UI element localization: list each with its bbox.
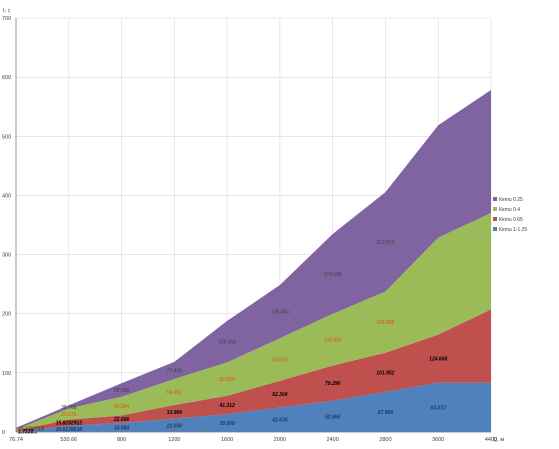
data-label: 164.868 <box>376 320 394 326</box>
data-label: 101.952 <box>376 370 394 376</box>
data-label: 41.312 <box>218 403 235 409</box>
data-label: 38.768 <box>61 405 77 411</box>
data-label: 59.952 <box>167 390 183 396</box>
y-tick-label: 300 <box>2 253 11 259</box>
y-tick-label: 600 <box>2 75 11 81</box>
y-tick-label: 0 <box>2 430 5 436</box>
data-label: 83.072 <box>431 405 447 411</box>
x-tick-label: 3600 <box>432 437 444 443</box>
data-label: 135.464 <box>271 310 289 316</box>
data-label: 30.208 <box>219 421 235 427</box>
x-tick-label: 76.74 <box>9 437 23 443</box>
y-tick-label: 400 <box>2 193 11 199</box>
data-label: 67.968 <box>378 410 394 416</box>
legend-swatch <box>493 227 497 231</box>
x-tick-label: 2000 <box>274 437 286 443</box>
data-label: 124.608 <box>429 357 447 363</box>
data-label: 15.584 <box>114 426 130 432</box>
data-label: 174.188 <box>324 272 342 278</box>
data-label: 33.984 <box>167 410 183 416</box>
legend: Кemu 0.25 Кemu 0.4 Кemu 0.65 Кemu 1-1.25 <box>493 197 527 233</box>
y-tick-label: 100 <box>2 371 11 377</box>
area-layer <box>16 90 491 432</box>
legend-entry: Кemu 0.4 <box>499 207 520 213</box>
x-axis-title: Q, м <box>493 437 504 443</box>
data-label: 22.656 <box>166 423 183 429</box>
x-tick-label: 800 <box>117 437 126 443</box>
x-tick-label: 1200 <box>168 437 180 443</box>
legend-swatch <box>493 207 497 211</box>
data-label: 212.872 <box>376 240 394 246</box>
x-tick-label: 530.66 <box>60 437 77 443</box>
data-label: 23.876 <box>61 412 77 418</box>
data-label: 40.264 <box>114 404 130 410</box>
data-label: 77.408 <box>167 368 183 374</box>
y-axis-title: t, с <box>3 8 11 14</box>
legend-entry: Кemu 0.25 <box>499 197 523 203</box>
legend-swatch <box>493 217 497 221</box>
legend-swatch <box>493 197 497 201</box>
data-label: 15.8282912 <box>56 421 83 427</box>
data-label: 79.296 <box>325 381 341 387</box>
x-tick-label: 2400 <box>327 437 339 443</box>
data-label: 82.656 <box>219 377 235 383</box>
x-tick-label: 2800 <box>379 437 391 443</box>
data-label: 106.456 <box>218 340 236 346</box>
data-label: 52.864 <box>325 414 341 420</box>
data-label: 58.056 <box>114 388 130 394</box>
data-label: 62.304 <box>272 392 288 398</box>
y-tick-label: 200 <box>2 312 11 318</box>
data-label: 104.916 <box>271 358 289 364</box>
data-label: 134.892 <box>324 338 342 344</box>
y-tick-label: 700 <box>2 16 11 22</box>
data-label: 22.656 <box>113 417 130 423</box>
x-tick-label: 1600 <box>221 437 233 443</box>
legend-entry: Кemu 0.65 <box>499 217 523 223</box>
legend-entry: Кemu 1-1.25 <box>499 227 527 233</box>
data-label: 41.536 <box>271 418 288 424</box>
y-tick-label: 500 <box>2 134 11 140</box>
